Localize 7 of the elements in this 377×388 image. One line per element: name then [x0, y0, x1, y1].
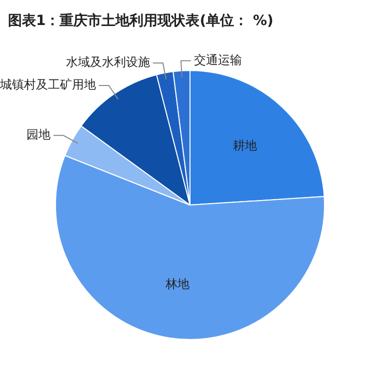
slice-label: 城镇村及工矿用地	[0, 78, 96, 92]
slice-label: 交通运输	[194, 52, 242, 67]
slice-label: 园地	[26, 128, 50, 142]
slice-label: 水域及水利设施	[66, 55, 150, 70]
chart-title: 图表1：重庆市土地利用现状表(单位： %)	[8, 12, 274, 30]
slice-label: 耕地	[233, 138, 258, 152]
slice-label: 林地	[164, 276, 190, 291]
